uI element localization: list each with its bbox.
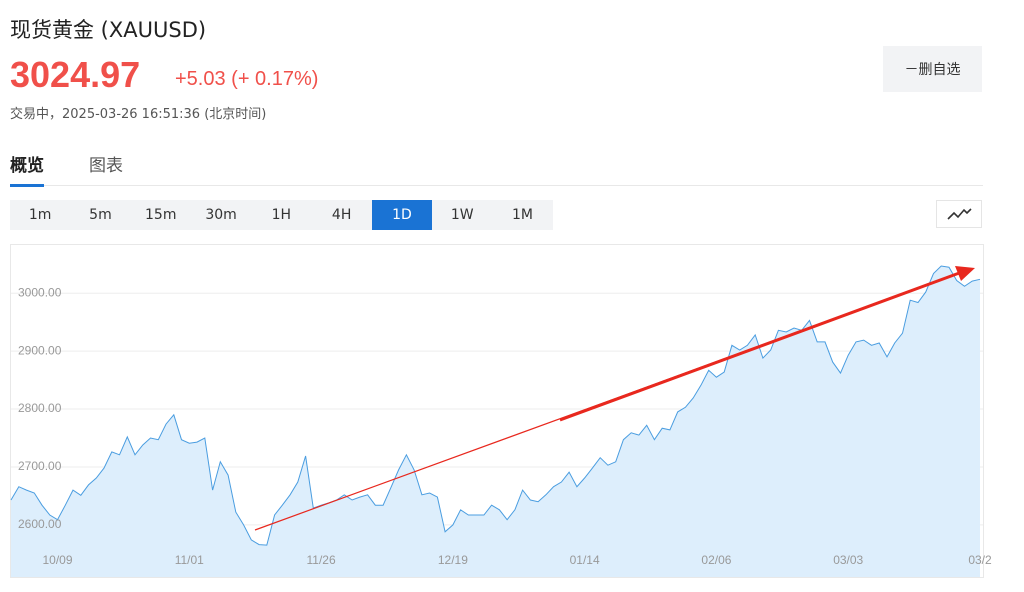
x-tick-label: 11/01 bbox=[175, 553, 204, 567]
x-tick-label: 03/03 bbox=[833, 553, 863, 567]
timeframe-button[interactable]: 15m bbox=[145, 207, 177, 223]
timeframe-button[interactable]: 5m bbox=[89, 207, 112, 223]
y-tick-label: 2900.00 bbox=[18, 343, 62, 357]
y-tick-label: 3000.00 bbox=[18, 285, 62, 299]
area-fill bbox=[11, 266, 980, 577]
timeframe-button[interactable]: 1m bbox=[28, 207, 52, 223]
timeframe-bar: 1m 5m 15m 30m 1H 4H 1D 1W 1M bbox=[10, 200, 553, 230]
trend-arrow bbox=[254, 266, 975, 531]
timeframe-button[interactable]: 4H bbox=[331, 207, 352, 223]
x-tick-label: 02/06 bbox=[701, 553, 731, 567]
price-line bbox=[10, 265, 981, 546]
x-tick-label: 03/2 bbox=[968, 553, 992, 567]
watchlist-button[interactable]: －删自选 bbox=[883, 46, 982, 92]
title: 现货黄金 (XAUUSD) bbox=[10, 18, 207, 42]
timeframe-button[interactable]: 1D bbox=[371, 200, 433, 230]
timeframe-button[interactable]: 1H bbox=[271, 207, 292, 223]
tab[interactable]: 图表 bbox=[89, 156, 123, 176]
y-tick-label: 2800.00 bbox=[18, 401, 62, 415]
timeframe-button[interactable]: 30m bbox=[205, 207, 237, 223]
line-icon bbox=[947, 208, 972, 220]
price-change: +5.03 (+ 0.17%) bbox=[175, 68, 319, 90]
timeframe-button[interactable]: 1W bbox=[450, 207, 474, 223]
chart-type-button[interactable] bbox=[936, 200, 982, 228]
y-tick-label: 2700.00 bbox=[18, 459, 62, 473]
y-tick-label: 2600.00 bbox=[18, 517, 62, 531]
divider bbox=[10, 185, 983, 186]
x-tick-label: 11/26 bbox=[307, 553, 336, 567]
price: 3024.97 bbox=[10, 54, 141, 95]
x-tick-label: 12/19 bbox=[438, 553, 468, 567]
status: 交易中，2025-03-26 16:51:36 (北京时间) bbox=[10, 107, 267, 122]
tab[interactable]: 概览 bbox=[10, 151, 44, 187]
timeframe-button[interactable]: 1M bbox=[512, 207, 534, 223]
x-tick-label: 10/09 bbox=[42, 553, 72, 567]
x-tick-label: 01/14 bbox=[570, 553, 600, 567]
